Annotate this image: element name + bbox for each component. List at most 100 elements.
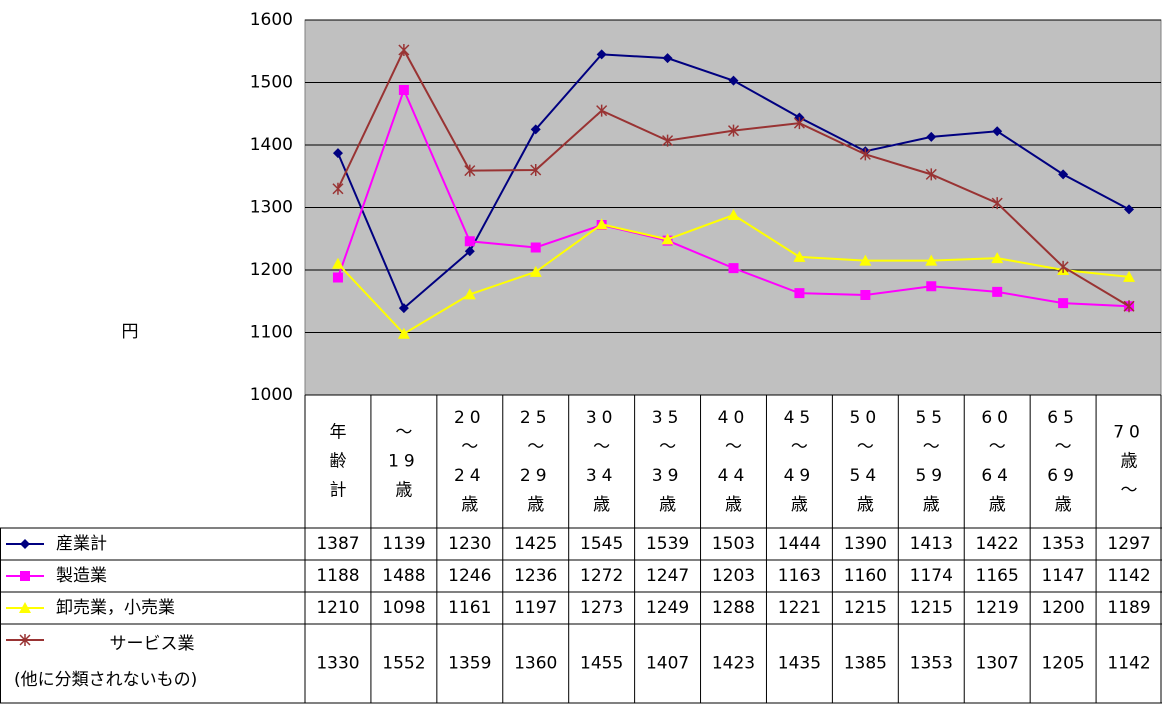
table-value: 1330 bbox=[316, 654, 359, 674]
point bbox=[925, 168, 937, 181]
point bbox=[728, 75, 739, 86]
y-tick-label: 1300 bbox=[250, 198, 293, 218]
table-value: 1488 bbox=[382, 566, 425, 586]
table-value: 1423 bbox=[712, 654, 755, 674]
table-value: 1205 bbox=[1041, 654, 1084, 674]
table-value: 1390 bbox=[844, 534, 887, 554]
y-tick-label: 1500 bbox=[250, 73, 293, 93]
x-tick-label: 55 ～ 59 歳 bbox=[915, 408, 947, 515]
point bbox=[727, 124, 740, 137]
table-value: 1503 bbox=[712, 534, 755, 554]
point bbox=[596, 49, 607, 60]
point bbox=[1058, 298, 1069, 309]
point bbox=[859, 254, 872, 266]
table-value: 1203 bbox=[712, 566, 755, 586]
point bbox=[530, 124, 541, 135]
table-value: 1142 bbox=[1107, 654, 1150, 674]
legend-label: サービス業(他に分類されないもの) bbox=[14, 634, 197, 690]
x-tick-label: 65 ～ 69 歳 bbox=[1047, 408, 1079, 515]
table-value: 1236 bbox=[514, 566, 557, 586]
point bbox=[397, 327, 410, 339]
point bbox=[1123, 300, 1135, 313]
point bbox=[1124, 204, 1135, 215]
point bbox=[991, 252, 1004, 264]
table-value: 1407 bbox=[646, 654, 689, 674]
point bbox=[464, 164, 476, 177]
point bbox=[464, 246, 475, 257]
x-tick-label: 20 ～ 24 歳 bbox=[454, 408, 486, 515]
table-value: 1219 bbox=[976, 598, 1019, 618]
table-value: 1435 bbox=[778, 654, 821, 674]
point bbox=[529, 265, 542, 277]
point bbox=[331, 257, 344, 269]
point bbox=[20, 571, 30, 581]
table-value: 1455 bbox=[580, 654, 623, 674]
x-tick-label: 45 ～ 49 歳 bbox=[784, 408, 816, 515]
table-value: 1165 bbox=[976, 566, 1019, 586]
point bbox=[794, 288, 805, 299]
point bbox=[662, 53, 673, 64]
table-value: 1359 bbox=[448, 654, 491, 674]
table-value: 1297 bbox=[1107, 534, 1150, 554]
table-value: 1387 bbox=[316, 534, 359, 554]
point bbox=[530, 164, 542, 176]
table-value: 1160 bbox=[844, 566, 887, 586]
table-value: 1246 bbox=[448, 566, 491, 586]
table-value: 1272 bbox=[580, 566, 623, 586]
x-tick-label: ～ 19 歳 bbox=[388, 423, 420, 501]
point bbox=[992, 126, 1003, 137]
point bbox=[1058, 169, 1069, 180]
point bbox=[398, 303, 409, 314]
x-tick-label: 35 ～ 39 歳 bbox=[652, 408, 684, 515]
point bbox=[727, 209, 740, 220]
point bbox=[332, 272, 343, 283]
point bbox=[530, 242, 541, 253]
table-value: 1413 bbox=[910, 534, 953, 554]
table-value: 1307 bbox=[976, 654, 1019, 674]
y-tick-label: 1200 bbox=[250, 260, 293, 280]
table-value: 1221 bbox=[778, 598, 821, 618]
x-tick-label: 30 ～ 34 歳 bbox=[586, 408, 618, 515]
point bbox=[925, 254, 938, 266]
legend-label: 産業計 bbox=[56, 534, 107, 554]
table-value: 1189 bbox=[1107, 598, 1150, 618]
table-value: 1215 bbox=[910, 598, 953, 618]
point bbox=[398, 44, 410, 56]
table-value: 1098 bbox=[382, 598, 425, 618]
table-value: 1188 bbox=[316, 566, 359, 586]
point bbox=[19, 634, 31, 646]
point bbox=[1057, 260, 1069, 273]
table-value: 1385 bbox=[844, 654, 887, 674]
x-tick-label: 年齢計 bbox=[329, 423, 346, 501]
point bbox=[991, 197, 1003, 210]
table-value: 1210 bbox=[316, 598, 359, 618]
table-value: 1360 bbox=[514, 654, 557, 674]
x-tick-label: 25 ～ 29 歳 bbox=[520, 408, 552, 515]
point bbox=[793, 250, 806, 262]
table-value: 1161 bbox=[448, 598, 491, 618]
table-value: 1163 bbox=[778, 566, 821, 586]
legend-label: 製造業 bbox=[56, 566, 107, 586]
point bbox=[398, 85, 409, 95]
table-value: 1230 bbox=[448, 534, 491, 554]
point bbox=[926, 281, 937, 292]
point bbox=[661, 233, 674, 245]
point bbox=[662, 134, 674, 147]
table-value: 1552 bbox=[382, 654, 425, 674]
table-value: 1539 bbox=[646, 534, 689, 554]
table-value: 1444 bbox=[778, 534, 821, 554]
point bbox=[793, 117, 805, 130]
table-value: 1425 bbox=[514, 534, 557, 554]
table-value: 1249 bbox=[646, 598, 689, 618]
table-value: 1545 bbox=[580, 534, 623, 554]
table-value: 1142 bbox=[1107, 566, 1150, 586]
x-tick-label: 60 ～ 64 歳 bbox=[981, 408, 1013, 515]
table-value: 1247 bbox=[646, 566, 689, 586]
x-tick-label: 40 ～ 44 歳 bbox=[718, 408, 750, 515]
table-value: 1174 bbox=[910, 566, 953, 586]
y-tick-label: 1000 bbox=[250, 385, 293, 405]
y-tick-label: 1600 bbox=[250, 10, 293, 30]
point bbox=[464, 236, 475, 247]
